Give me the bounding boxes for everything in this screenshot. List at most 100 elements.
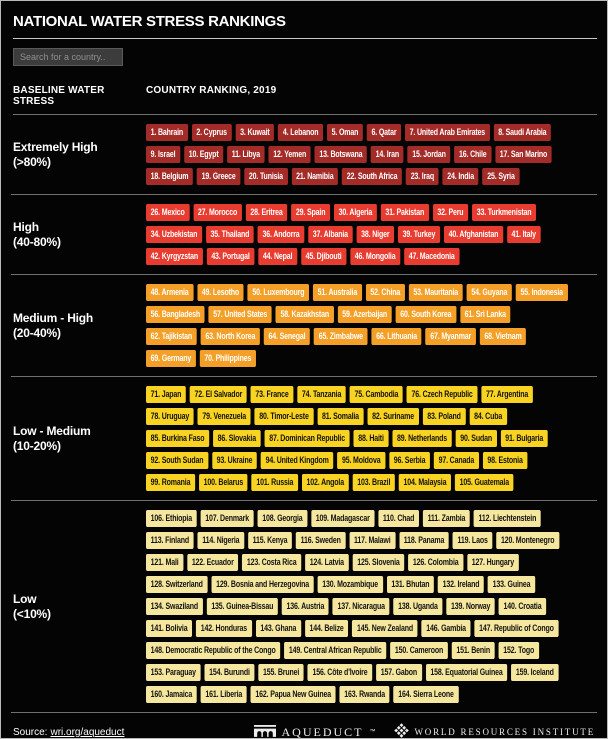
country-badge[interactable]: 107. Denmark — [200, 510, 254, 527]
country-badge[interactable]: 10. Egypt — [184, 146, 224, 163]
country-badge[interactable]: 78. Uruguay — [146, 408, 194, 425]
country-badge[interactable]: 49. Lesotho — [197, 284, 244, 301]
country-badge[interactable]: 125. Slovenia — [352, 554, 405, 571]
country-badge[interactable]: 146. Gambia — [421, 620, 471, 637]
country-badge[interactable]: 140. Croatia — [498, 598, 547, 615]
country-badge[interactable]: 12. Yemen — [268, 146, 311, 163]
country-badge[interactable]: 54. Guyana — [466, 284, 512, 301]
country-badge[interactable]: 1. Bahrain — [146, 124, 188, 141]
country-badge[interactable]: 122. Ecuador — [187, 554, 239, 571]
country-badge[interactable]: 100. Belarus — [198, 474, 248, 491]
country-badge[interactable]: 64. Senegal — [263, 328, 311, 345]
country-badge[interactable]: 73. France — [250, 386, 294, 403]
country-badge[interactable]: 137. Nicaragua — [332, 598, 390, 615]
country-badge[interactable]: 68. Vietnam — [479, 328, 527, 345]
country-badge[interactable]: 138. Uganda — [393, 598, 443, 615]
country-badge[interactable]: 69. Germany — [146, 350, 196, 367]
country-badge[interactable]: 89. Netherlands — [392, 430, 452, 447]
country-badge[interactable]: 163. Rwanda — [339, 686, 390, 703]
country-badge[interactable]: 109. Madagascar — [311, 510, 375, 527]
country-badge[interactable]: 85. Burkina Faso — [146, 430, 210, 447]
country-badge[interactable]: 45. Djibouti — [300, 248, 347, 265]
country-badge[interactable]: 92. South Sudan — [146, 452, 209, 469]
country-badge[interactable]: 30. Algeria — [333, 204, 377, 221]
country-badge[interactable]: 118. Panama — [399, 532, 449, 549]
country-badge[interactable]: 70. Philippines — [199, 350, 256, 367]
country-badge[interactable]: 58. Kazakhstan — [275, 306, 334, 323]
country-badge[interactable]: 77. Argentina — [481, 386, 533, 403]
country-badge[interactable]: 22. South Africa — [342, 168, 403, 185]
country-badge[interactable]: 65. Zimbabwe — [314, 328, 368, 345]
country-badge[interactable]: 36. Andorra — [257, 226, 305, 243]
country-badge[interactable]: 111. Zambia — [422, 510, 470, 527]
country-badge[interactable]: 4. Lebanon — [278, 124, 324, 141]
search-input[interactable] — [13, 48, 123, 66]
country-badge[interactable]: 124. Latvia — [305, 554, 349, 571]
country-badge[interactable]: 42. Kyrgyzstan — [146, 248, 203, 265]
country-badge[interactable]: 134. Swaziland — [146, 598, 203, 615]
country-badge[interactable]: 148. Democratic Republic of the Congo — [146, 642, 281, 659]
country-badge[interactable]: 35. Thailand — [205, 226, 254, 243]
country-badge[interactable]: 141. Bolivia — [146, 620, 193, 637]
country-badge[interactable]: 61. Sri Lanka — [459, 306, 511, 323]
country-badge[interactable]: 103. Brazil — [352, 474, 395, 491]
country-badge[interactable]: 142. Honduras — [196, 620, 252, 637]
country-badge[interactable]: 79. Venezuela — [197, 408, 251, 425]
country-badge[interactable]: 131. Bhutan — [386, 576, 435, 593]
country-badge[interactable]: 15. Jordan — [407, 146, 451, 163]
country-badge[interactable]: 150. Cameroon — [390, 642, 448, 659]
country-badge[interactable]: 62. Tajikistan — [146, 328, 197, 345]
country-badge[interactable]: 93. Ukraine — [211, 452, 258, 469]
country-badge[interactable]: 47. Macedonia — [404, 248, 460, 265]
country-badge[interactable]: 80. Timor-Leste — [254, 408, 314, 425]
country-badge[interactable]: 56. Bangladesh — [146, 306, 205, 323]
country-badge[interactable]: 23. Iraq — [406, 168, 439, 185]
country-badge[interactable]: 75. Cambodia — [349, 386, 403, 403]
country-badge[interactable]: 104. Malaysia — [398, 474, 452, 491]
country-badge[interactable]: 121. Mali — [146, 554, 184, 571]
country-badge[interactable]: 126. Colombia — [408, 554, 464, 571]
country-badge[interactable]: 149. Central African Republic — [284, 642, 387, 659]
country-badge[interactable]: 110. Chad — [378, 510, 419, 527]
country-badge[interactable]: 155. Brunei — [258, 664, 304, 681]
country-badge[interactable]: 74. Tanzania — [297, 386, 346, 403]
country-badge[interactable]: 119. Laos — [452, 532, 493, 549]
country-badge[interactable]: 84. Cuba — [469, 408, 507, 425]
country-badge[interactable]: 18. Belgium — [146, 168, 194, 185]
country-badge[interactable]: 43. Portugal — [206, 248, 255, 265]
country-badge[interactable]: 97. Canada — [433, 452, 479, 469]
country-badge[interactable]: 9. Israel — [146, 146, 181, 163]
country-badge[interactable]: 115. Kenya — [247, 532, 293, 549]
country-badge[interactable]: 50. Luxembourg — [247, 284, 310, 301]
country-badge[interactable]: 91. Bulgaria — [500, 430, 548, 447]
country-badge[interactable]: 108. Georgia — [257, 510, 308, 527]
country-badge[interactable]: 40. Afghanistan — [443, 226, 503, 243]
country-badge[interactable]: 143. Ghana — [255, 620, 301, 637]
country-badge[interactable]: 133. Guinea — [488, 576, 536, 593]
country-badge[interactable]: 63. North Korea — [200, 328, 260, 345]
country-badge[interactable]: 27. Morocco — [193, 204, 242, 221]
country-badge[interactable]: 66. Lithuania — [371, 328, 422, 345]
country-badge[interactable]: 102. Angola — [301, 474, 349, 491]
country-badge[interactable]: 17. San Marino — [495, 146, 552, 163]
country-badge[interactable]: 98. Estonia — [482, 452, 528, 469]
country-badge[interactable]: 72. El Salvador — [189, 386, 247, 403]
country-badge[interactable]: 44. Nepal — [258, 248, 298, 265]
country-badge[interactable]: 60. South Korea — [395, 306, 457, 323]
country-badge[interactable]: 161. Liberia — [200, 686, 247, 703]
country-badge[interactable]: 101. Russia — [251, 474, 298, 491]
country-badge[interactable]: 156. Côte d'Ivoire — [307, 664, 373, 681]
country-badge[interactable]: 39. Turkey — [397, 226, 440, 243]
country-badge[interactable]: 120. Montenegro — [496, 532, 560, 549]
country-badge[interactable]: 129. Bosnia and Herzegovina — [211, 576, 314, 593]
country-badge[interactable]: 151. Benin — [451, 642, 495, 659]
country-badge[interactable]: 88. Haiti — [353, 430, 389, 447]
country-badge[interactable]: 41. Italy — [506, 226, 541, 243]
country-badge[interactable]: 7. United Arab Emirates — [404, 124, 490, 141]
country-badge[interactable]: 48. Armenia — [146, 284, 194, 301]
country-badge[interactable]: 14. Iran — [370, 146, 404, 163]
country-badge[interactable]: 3. Kuwait — [235, 124, 275, 141]
country-badge[interactable]: 164. Sierra Leone — [393, 686, 459, 703]
country-badge[interactable]: 130. Mozambique — [317, 576, 383, 593]
country-badge[interactable]: 106. Ethiopia — [146, 510, 197, 527]
